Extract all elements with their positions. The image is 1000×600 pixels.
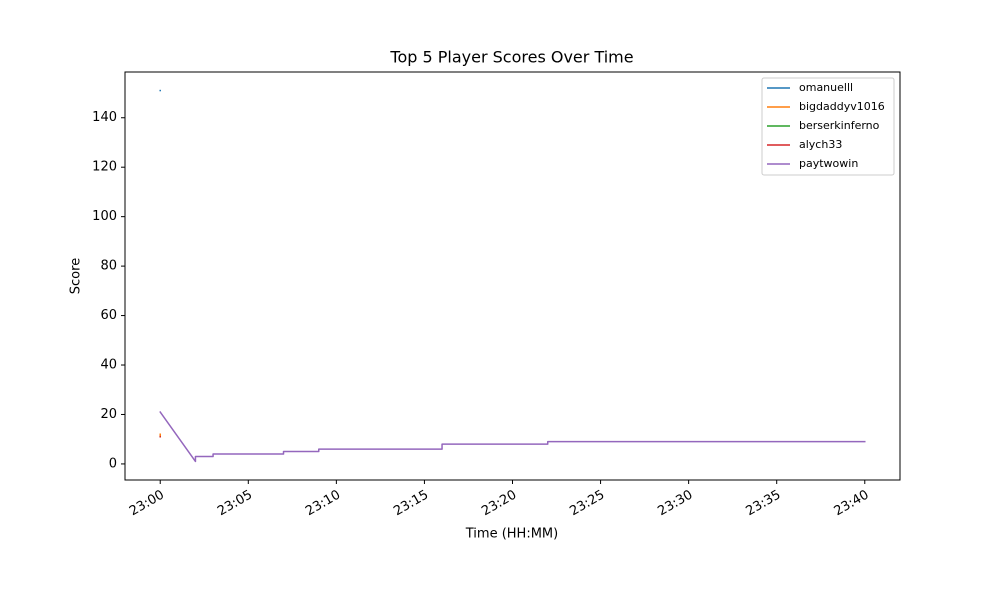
x-axis-label: Time (HH:MM): [465, 527, 558, 542]
y-tick-label: 80: [100, 259, 117, 274]
y-tick-label: 40: [100, 358, 117, 373]
y-tick-label: 0: [109, 456, 117, 471]
y-tick-label: 120: [92, 160, 117, 175]
chart-title: Top 5 Player Scores Over Time: [389, 48, 633, 67]
y-tick-label: 140: [92, 110, 117, 125]
legend-label: berserkinferno: [799, 119, 880, 132]
series-line: [159, 410, 866, 463]
y-tick-label: 20: [100, 407, 117, 422]
legend-label: alych33: [799, 138, 842, 151]
legend-label: omanuelll: [799, 81, 853, 94]
legend-box: [761, 77, 895, 176]
plot-area: [159, 89, 866, 463]
y-tick-label: 100: [92, 209, 117, 224]
legend-label: paytwowin: [799, 157, 858, 170]
legend-label: bigdaddyv1016: [799, 100, 885, 113]
y-tick-label: 60: [100, 308, 117, 323]
y-axis-label: Score: [69, 258, 84, 294]
